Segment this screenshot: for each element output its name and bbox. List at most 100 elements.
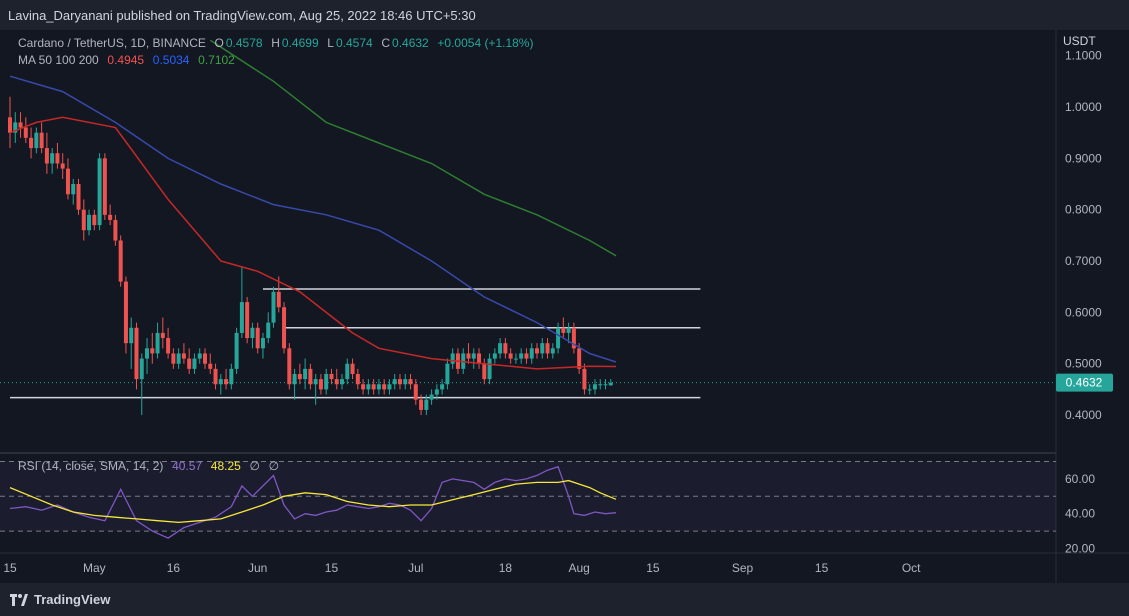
candle-body bbox=[477, 353, 482, 364]
candle bbox=[471, 348, 476, 369]
candle bbox=[440, 379, 445, 395]
candle-body bbox=[566, 327, 571, 333]
close-value: 0.4632 bbox=[392, 36, 429, 50]
candle-body bbox=[250, 327, 255, 339]
candle bbox=[582, 363, 587, 395]
candle bbox=[160, 317, 165, 349]
candle-body bbox=[145, 348, 150, 359]
candle bbox=[519, 348, 524, 364]
rsi-sma-value: 48.25 bbox=[210, 459, 241, 473]
candle-body bbox=[408, 379, 413, 385]
candle bbox=[487, 353, 492, 385]
candle-body bbox=[60, 163, 65, 169]
rsi-pane bbox=[0, 458, 1056, 552]
candle-body bbox=[134, 327, 139, 380]
candle-body bbox=[102, 158, 107, 215]
tradingview-logo[interactable]: TradingView bbox=[10, 592, 110, 607]
candle-body bbox=[324, 373, 329, 390]
candle bbox=[108, 204, 113, 226]
low-value: 0.4574 bbox=[335, 36, 373, 50]
candle-body bbox=[71, 184, 76, 195]
candle bbox=[276, 276, 281, 313]
candle bbox=[587, 384, 592, 395]
candle-body bbox=[545, 343, 550, 354]
candle bbox=[513, 353, 518, 364]
candle-body bbox=[197, 353, 202, 359]
rsi-value: 40.57 bbox=[172, 459, 203, 473]
candle bbox=[434, 384, 439, 400]
high-label: H bbox=[271, 36, 280, 50]
candle-body bbox=[150, 348, 155, 354]
candle bbox=[535, 343, 539, 359]
candle-body bbox=[287, 348, 292, 385]
candle-body bbox=[355, 373, 360, 385]
candle bbox=[13, 112, 18, 143]
time-tick-label: 16 bbox=[167, 561, 181, 575]
candle bbox=[413, 379, 418, 405]
candle bbox=[503, 338, 508, 359]
candle bbox=[139, 353, 144, 416]
candle-body bbox=[550, 348, 555, 354]
candle bbox=[540, 338, 545, 359]
candle bbox=[482, 358, 487, 385]
candle bbox=[419, 394, 424, 416]
candle bbox=[445, 358, 450, 390]
candle-body bbox=[224, 379, 229, 385]
candle-body bbox=[113, 219, 118, 241]
candle bbox=[376, 379, 381, 395]
candle bbox=[598, 379, 603, 390]
candle-body bbox=[603, 384, 608, 386]
time-tick-label: 15 bbox=[325, 561, 339, 575]
candle-body bbox=[176, 353, 181, 364]
candle-body bbox=[387, 384, 392, 390]
candle bbox=[260, 332, 265, 359]
candle bbox=[608, 379, 613, 386]
candle-body bbox=[592, 384, 597, 390]
candle-body bbox=[361, 384, 366, 390]
candle-body bbox=[334, 379, 339, 385]
candle-body bbox=[202, 353, 207, 364]
candle-body bbox=[450, 353, 455, 364]
candle-body bbox=[313, 379, 318, 385]
candle bbox=[371, 379, 376, 395]
candle bbox=[218, 373, 223, 395]
candle-body bbox=[192, 358, 197, 369]
candle-body bbox=[303, 368, 308, 380]
candle bbox=[508, 348, 513, 364]
candle-body bbox=[571, 327, 576, 349]
candle-body bbox=[366, 384, 371, 390]
candle bbox=[424, 394, 429, 416]
candle bbox=[181, 343, 186, 364]
candle-body bbox=[382, 384, 387, 390]
rsi-series-line bbox=[9, 479, 617, 524]
candle-body bbox=[155, 332, 160, 354]
candle bbox=[450, 348, 455, 369]
candle bbox=[134, 322, 139, 390]
candle bbox=[403, 373, 408, 390]
candle-body bbox=[292, 373, 297, 385]
candle-body bbox=[608, 382, 613, 386]
candle bbox=[429, 389, 434, 405]
candle bbox=[87, 209, 92, 236]
candle bbox=[271, 286, 276, 328]
candle-body bbox=[55, 153, 60, 164]
change-value: +0.0054 (+1.18%) bbox=[437, 36, 534, 50]
candle bbox=[308, 363, 313, 390]
candle-body bbox=[577, 348, 582, 369]
candle-body bbox=[440, 384, 445, 390]
candle-body bbox=[50, 153, 55, 164]
candle-body bbox=[234, 332, 239, 369]
candle bbox=[524, 348, 529, 364]
candle-body bbox=[487, 358, 492, 380]
candle-body bbox=[239, 302, 244, 333]
candle-body bbox=[108, 214, 113, 220]
candle bbox=[234, 327, 239, 374]
low-label: L bbox=[327, 36, 334, 50]
candle bbox=[334, 368, 339, 390]
candle bbox=[29, 127, 34, 159]
candle bbox=[561, 317, 566, 339]
candle-body bbox=[39, 132, 44, 149]
candle-body bbox=[466, 353, 471, 359]
candle bbox=[466, 343, 471, 364]
